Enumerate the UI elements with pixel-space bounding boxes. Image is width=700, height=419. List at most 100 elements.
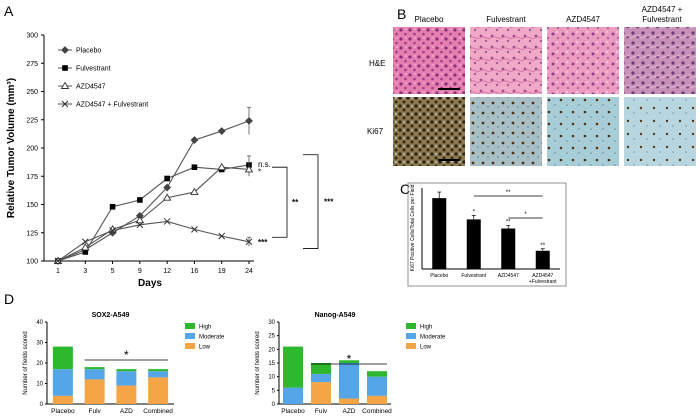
legend-label: High: [199, 325, 211, 331]
chart-title: Nanog-A549: [315, 312, 356, 319]
y-tick-label: 15: [268, 361, 275, 367]
legend-label: Placebo: [76, 48, 101, 55]
chart-frame: [407, 182, 567, 287]
x-axis-title: Days: [138, 278, 162, 289]
legend-swatch: [185, 343, 195, 349]
y-tick-label: 25: [268, 334, 275, 340]
micrograph-he-azd4547: [547, 27, 619, 94]
legend-marker: [62, 65, 68, 71]
bar-annotation: *: [473, 209, 476, 215]
y-tick-label: 10: [268, 375, 275, 381]
x-tick-label: Combined: [362, 408, 392, 415]
significance-bracket-inner: [272, 166, 288, 238]
data-point: [109, 203, 116, 210]
x-tick-label: AZD: [120, 408, 133, 415]
bar-annotation: **: [506, 219, 511, 225]
data-point: [245, 116, 253, 125]
micrograph-ki67-azd4547: [547, 97, 619, 166]
data-point: [190, 136, 199, 144]
data-point: [245, 238, 253, 246]
y-tick-label: 225: [26, 117, 38, 124]
data-point: [109, 227, 116, 234]
tumor-volume-line-chart: 100 125 150 175 200 225 250 275 300 1 3 5 9 12 16 19 24 D…: [6, 33, 334, 290]
stacked-bar-segment: [367, 371, 387, 377]
legend-swatch: [406, 333, 416, 339]
significance-bracket-outer: [303, 154, 319, 249]
stacked-bar-segment: [84, 369, 105, 380]
micrograph-grid: [390, 0, 700, 180]
micrograph-he-combined: [624, 27, 696, 94]
data-point: [82, 249, 89, 255]
y-tick-label: 10: [36, 382, 43, 388]
legend-swatch: [185, 333, 195, 339]
series-line: [57, 166, 250, 262]
y-axis-title: Number of fields scored: [255, 331, 261, 394]
bar: [466, 219, 481, 269]
ki67-bar-chart: Ki67 Positive Cells/Total Cells per Fiel…: [407, 182, 567, 287]
x-tick-label: Fulvestrant: [461, 273, 486, 279]
x-tick-label: 19: [218, 268, 226, 275]
stacked-bar-segment: [311, 373, 331, 383]
stacked-bar-segment: [367, 395, 387, 404]
micrograph-ki67-fulvestrant: [470, 97, 542, 166]
legend-marker: [60, 81, 70, 89]
stacked-bar-segment: [116, 385, 137, 404]
stacked-bar-segment: [311, 382, 331, 404]
stacked-bar-segment: [283, 346, 303, 388]
y-tick-label: 30: [36, 341, 43, 347]
y-tick-label: 20: [268, 347, 275, 353]
y-tick-label: 40: [36, 320, 43, 326]
bar: [535, 250, 550, 269]
significance-star: *: [124, 348, 129, 362]
y-tick-label: 20: [36, 361, 43, 367]
x-tick-label: Placebo: [51, 408, 75, 415]
x-tick-label: 24: [245, 268, 253, 275]
nanog-stacked-bar-chart: Nanog-A549 0 5 10 15 20 25 30 Number of fields s…: [255, 312, 445, 415]
legend-swatch: [406, 343, 416, 349]
stacked-bar-segment: [52, 346, 73, 370]
bracket-label-outer: ***: [324, 198, 334, 207]
y-tick-label: 30: [268, 320, 275, 326]
x-tick-label: 9: [138, 268, 142, 275]
stacked-bar-segment: [148, 377, 169, 404]
micrograph-ki67-combined: [624, 97, 696, 166]
data-point: [191, 164, 198, 171]
micrograph-he-fulvestrant: [470, 27, 542, 94]
legend-label: Moderate: [199, 335, 225, 341]
chart-title: SOX2-A549: [92, 312, 130, 319]
data-point: [218, 232, 226, 240]
panel-label-b: B: [397, 6, 407, 22]
legend-swatch: [185, 323, 195, 329]
micrograph-col-azd4547: AZD4547: [566, 15, 600, 24]
panel-label-c: C: [400, 181, 411, 197]
x-tick-label: 12: [163, 268, 171, 275]
series-line: [57, 220, 250, 262]
annotation-triple-star: ***: [258, 238, 268, 247]
legend-label: Low: [199, 345, 211, 351]
micrograph-row-ki67: Ki67: [367, 127, 384, 136]
x-tick-label: AZD: [343, 408, 356, 415]
stacked-bar-segment: [283, 387, 303, 404]
y-tick-label: 0: [272, 402, 276, 408]
micrograph-col-combined: AZD4547 + Fulvestrant: [641, 5, 683, 24]
data-point: [163, 183, 172, 192]
bar-annotation: **: [540, 243, 545, 249]
micrograph-col-fulvestrant: Fulvestrant: [486, 15, 526, 24]
data-point: [244, 165, 254, 173]
bracket-label: **: [506, 190, 511, 196]
data-point: [81, 243, 90, 251]
x-tick-label: 3: [83, 268, 87, 275]
data-point: [191, 226, 198, 233]
annotation-ns: n.s.: [258, 160, 271, 169]
data-point: [164, 175, 170, 182]
stacked-bar-segment: [148, 369, 169, 372]
x-tick-label: 5: [111, 268, 115, 275]
data-point: [54, 257, 62, 265]
x-tick-label: AZD4547: [532, 273, 553, 279]
data-point: [135, 215, 145, 224]
y-axis-title: Number of fields scored: [23, 331, 29, 394]
data-point: [81, 238, 89, 246]
panel-label-d: D: [4, 291, 15, 307]
y-tick-label: 300: [26, 33, 38, 40]
bar: [432, 198, 447, 269]
